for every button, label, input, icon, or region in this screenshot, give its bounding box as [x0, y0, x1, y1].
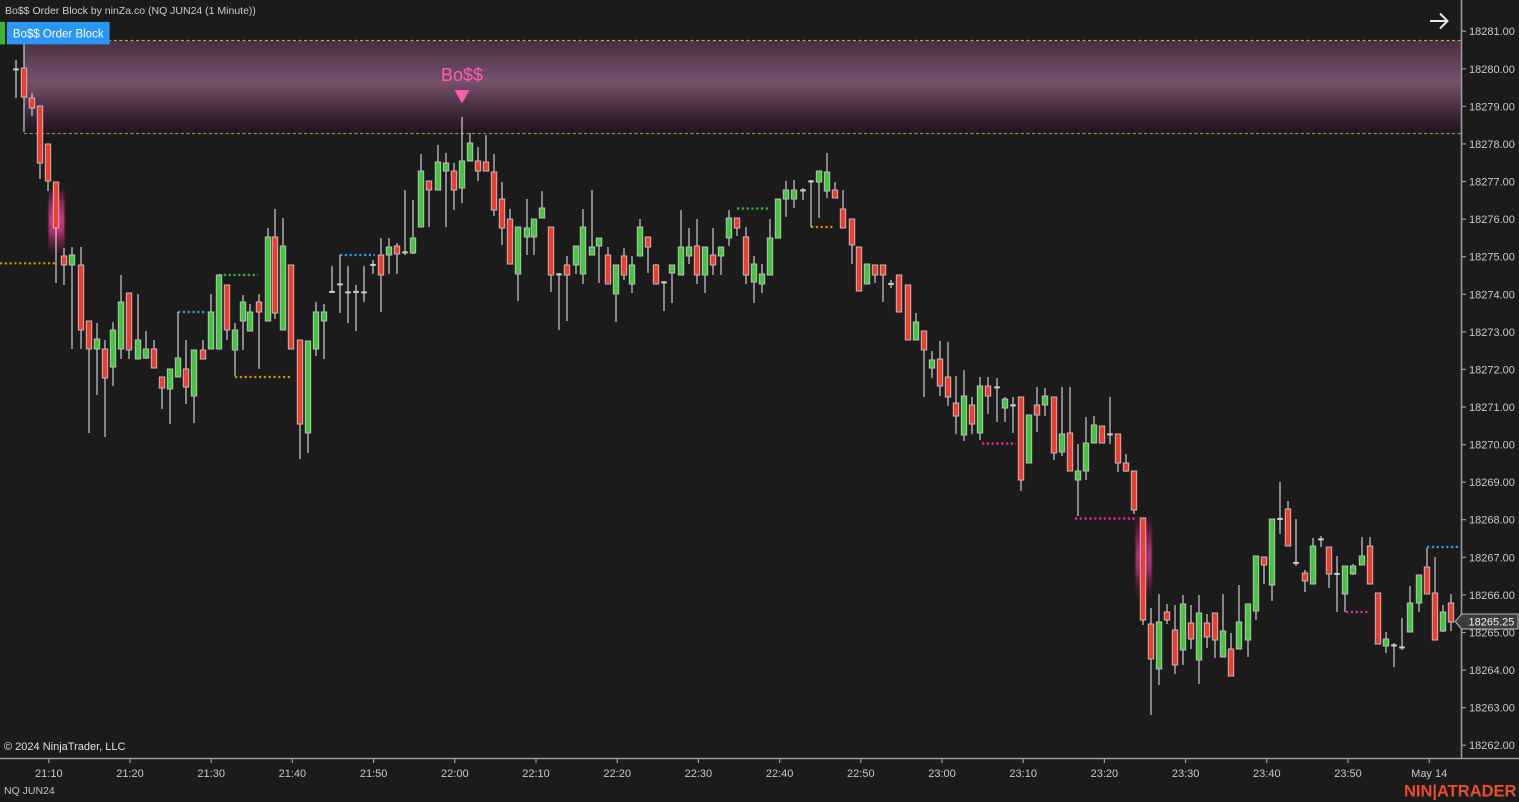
svg-text:Bo$$ Order Block: Bo$$ Order Block	[13, 28, 104, 40]
svg-text:21:40: 21:40	[279, 768, 307, 780]
svg-text:18279.00: 18279.00	[1469, 101, 1515, 113]
svg-text:22:40: 22:40	[766, 768, 794, 780]
svg-text:18269.00: 18269.00	[1469, 477, 1515, 489]
svg-text:23:20: 23:20	[1091, 768, 1119, 780]
svg-text:18268.00: 18268.00	[1469, 515, 1515, 527]
svg-text:18270.00: 18270.00	[1469, 440, 1515, 452]
svg-text:18264.00: 18264.00	[1469, 665, 1515, 677]
svg-text:18281.00: 18281.00	[1469, 26, 1515, 38]
svg-text:21:10: 21:10	[35, 768, 63, 780]
svg-text:18262.00: 18262.00	[1469, 740, 1515, 752]
svg-text:18266.00: 18266.00	[1469, 590, 1515, 602]
svg-text:NIN|ATRADER: NIN|ATRADER	[1404, 783, 1517, 801]
svg-text:18278.00: 18278.00	[1469, 139, 1515, 151]
svg-text:23:00: 23:00	[928, 768, 956, 780]
svg-text:© 2024 NinjaTrader, LLC: © 2024 NinjaTrader, LLC	[4, 741, 125, 753]
svg-text:21:50: 21:50	[360, 768, 388, 780]
svg-text:18280.00: 18280.00	[1469, 64, 1515, 76]
svg-text:NQ JUN24: NQ JUN24	[4, 785, 55, 797]
svg-text:18271.00: 18271.00	[1469, 402, 1515, 414]
svg-text:18267.00: 18267.00	[1469, 552, 1515, 564]
svg-text:23:40: 23:40	[1253, 768, 1281, 780]
svg-text:23:10: 23:10	[1009, 768, 1037, 780]
svg-text:22:10: 22:10	[522, 768, 550, 780]
svg-text:22:30: 22:30	[685, 768, 713, 780]
svg-text:May 14: May 14	[1411, 768, 1447, 780]
svg-text:21:30: 21:30	[197, 768, 225, 780]
svg-text:Bo$$: Bo$$	[441, 65, 483, 85]
svg-text:18272.00: 18272.00	[1469, 364, 1515, 376]
svg-text:18263.00: 18263.00	[1469, 703, 1515, 715]
svg-text:18276.00: 18276.00	[1469, 214, 1515, 226]
svg-text:18277.00: 18277.00	[1469, 177, 1515, 189]
svg-text:18274.00: 18274.00	[1469, 289, 1515, 301]
svg-text:18265.25: 18265.25	[1469, 617, 1515, 629]
svg-text:Bo$$ Order Block by ninZa.co (: Bo$$ Order Block by ninZa.co (NQ JUN24 (…	[5, 5, 256, 17]
svg-text:22:50: 22:50	[847, 768, 875, 780]
svg-text:18273.00: 18273.00	[1469, 327, 1515, 339]
svg-text:18265.00: 18265.00	[1469, 628, 1515, 640]
svg-text:18275.00: 18275.00	[1469, 252, 1515, 264]
svg-text:22:20: 22:20	[603, 768, 631, 780]
svg-text:21:20: 21:20	[116, 768, 144, 780]
svg-text:22:00: 22:00	[441, 768, 469, 780]
svg-text:23:50: 23:50	[1334, 768, 1362, 780]
svg-text:23:30: 23:30	[1172, 768, 1200, 780]
